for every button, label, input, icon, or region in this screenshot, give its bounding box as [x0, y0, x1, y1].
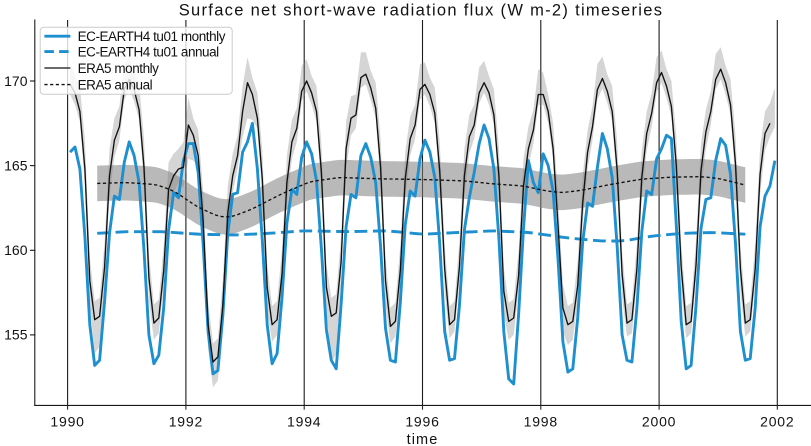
svg-text:2002: 2002	[760, 414, 794, 430]
svg-text:155: 155	[4, 327, 28, 343]
svg-text:ERA5 monthly: ERA5 monthly	[78, 61, 160, 76]
svg-text:EC-EARTH4 tu01 annual: EC-EARTH4 tu01 annual	[78, 44, 220, 59]
svg-text:160: 160	[4, 242, 28, 258]
svg-text:1998: 1998	[524, 414, 558, 430]
svg-text:ERA5 annual: ERA5 annual	[78, 77, 153, 92]
svg-text:2000: 2000	[642, 414, 676, 430]
svg-text:170: 170	[4, 73, 28, 89]
svg-text:165: 165	[4, 157, 28, 173]
svg-text:time: time	[407, 432, 439, 446]
svg-text:Surface net short-wave radiati: Surface net short-wave radiation flux (W…	[179, 2, 664, 20]
svg-text:1992: 1992	[169, 414, 203, 430]
svg-text:1990: 1990	[50, 414, 84, 430]
svg-text:1996: 1996	[405, 414, 439, 430]
svg-text:1994: 1994	[287, 414, 321, 430]
svg-text:EC-EARTH4 tu01 monthly: EC-EARTH4 tu01 monthly	[78, 29, 226, 44]
